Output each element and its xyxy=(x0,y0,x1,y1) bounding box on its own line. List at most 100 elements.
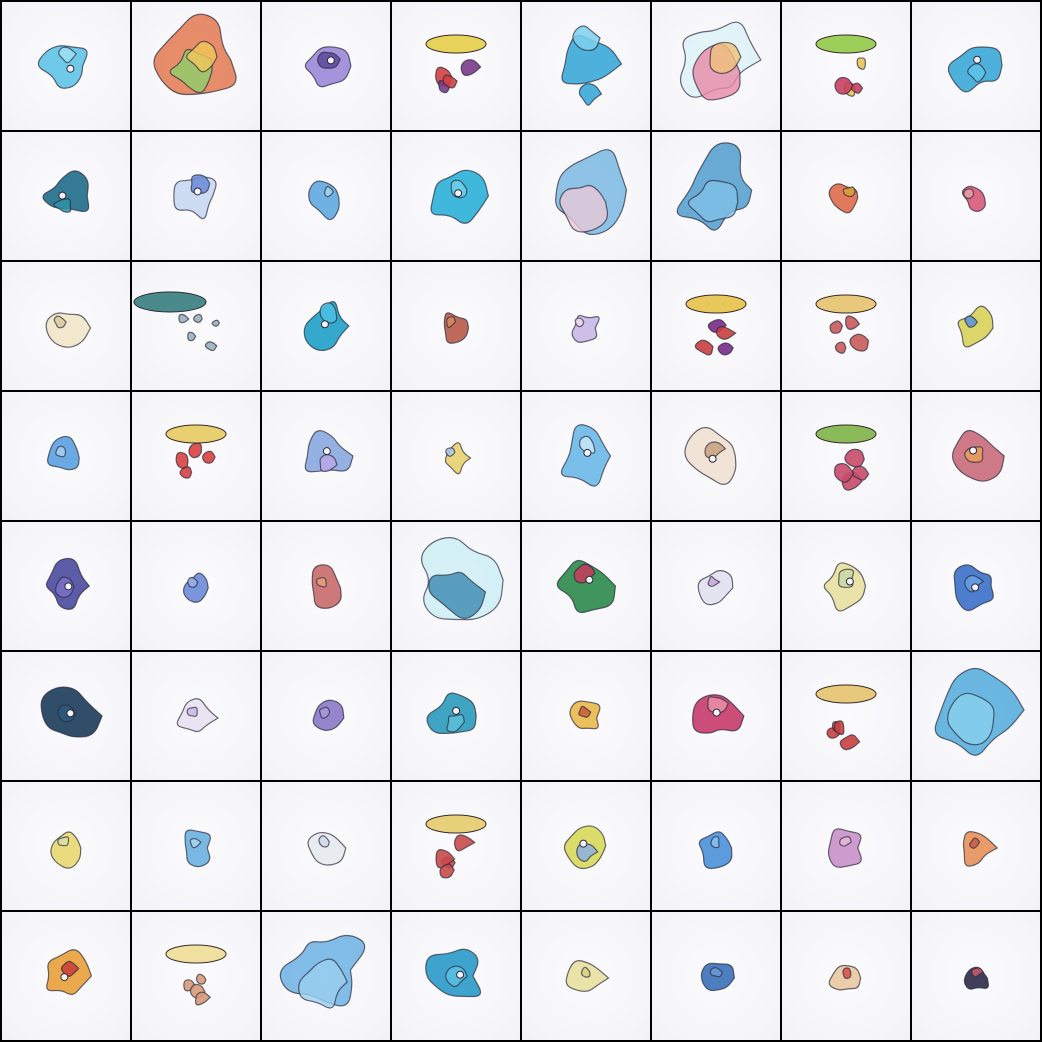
blob-part xyxy=(184,573,209,602)
blob-shape xyxy=(522,262,650,390)
blob-shape xyxy=(132,392,260,520)
blob-part xyxy=(312,565,341,608)
blob-shape xyxy=(522,392,650,520)
blob-part xyxy=(958,306,993,347)
blob-shape xyxy=(522,912,650,1040)
blob-part xyxy=(166,425,226,443)
blob-part xyxy=(65,583,72,590)
blob-shape xyxy=(652,262,780,390)
sample-tile xyxy=(522,392,650,520)
blob-part xyxy=(974,56,981,63)
sample-tile xyxy=(912,912,1040,1040)
blob-part xyxy=(560,185,608,231)
blob-shape xyxy=(652,132,780,260)
blob-shape xyxy=(782,262,910,390)
blob-part xyxy=(461,60,480,76)
sample-tile xyxy=(2,392,130,520)
sample-tile xyxy=(652,392,780,520)
blob-shape xyxy=(782,2,910,130)
blob-shape xyxy=(392,262,520,390)
sample-tile xyxy=(522,262,650,390)
blob-part xyxy=(455,835,475,851)
blob-part xyxy=(67,65,74,72)
blob-part xyxy=(176,453,188,469)
blob-part xyxy=(816,295,876,313)
blob-shape xyxy=(132,912,260,1040)
blob-part xyxy=(453,707,460,714)
sample-tile xyxy=(782,132,910,260)
blob-part xyxy=(580,840,587,847)
sample-tile xyxy=(912,132,1040,260)
blob-shape xyxy=(262,782,390,910)
blob-shape xyxy=(2,652,130,780)
blob-shape xyxy=(2,782,130,910)
blob-part xyxy=(816,685,876,703)
sample-tile xyxy=(262,132,390,260)
blob-part xyxy=(843,968,851,978)
blob-part xyxy=(586,576,593,583)
blob-part xyxy=(970,447,977,454)
blob-shape xyxy=(132,2,260,130)
blob-shape xyxy=(132,262,260,390)
blob-part xyxy=(194,314,203,322)
blob-part xyxy=(816,35,876,53)
blob-part xyxy=(972,584,979,591)
blob-part xyxy=(850,334,869,351)
blob-shape xyxy=(652,912,780,1040)
sample-tile xyxy=(2,262,130,390)
blob-shape xyxy=(522,2,650,130)
blob-part xyxy=(843,187,855,197)
sample-tile xyxy=(392,2,520,130)
sample-tile xyxy=(262,392,390,520)
blob-part xyxy=(179,314,189,322)
blob-shape xyxy=(912,392,1040,520)
sample-tile xyxy=(132,522,260,650)
sample-tile xyxy=(132,652,260,780)
blob-part xyxy=(321,321,328,328)
sample-tile xyxy=(522,652,650,780)
blob-part xyxy=(686,295,746,313)
sample-tile xyxy=(782,652,910,780)
blob-part xyxy=(212,320,219,326)
blob-part xyxy=(584,449,591,456)
blob-part xyxy=(327,57,334,64)
sample-tile xyxy=(652,262,780,390)
sample-tile xyxy=(912,522,1040,650)
sample-tile xyxy=(132,782,260,910)
sample-tile xyxy=(912,392,1040,520)
blob-part xyxy=(963,832,997,866)
blob-part xyxy=(857,58,865,69)
blob-part xyxy=(166,945,226,963)
blob-shape xyxy=(912,132,1040,260)
blob-part xyxy=(816,425,876,443)
sample-tile xyxy=(2,2,130,130)
blob-shape xyxy=(912,652,1040,780)
sample-tile xyxy=(132,912,260,1040)
blob-part xyxy=(196,992,211,1005)
blob-part xyxy=(835,77,853,94)
blob-shape xyxy=(522,652,650,780)
blob-part xyxy=(426,35,486,53)
blob-part xyxy=(61,974,68,981)
blob-part xyxy=(845,449,864,467)
blob-part xyxy=(59,192,66,199)
blob-part xyxy=(709,455,716,462)
blob-part xyxy=(455,190,462,197)
blob-part xyxy=(203,451,215,463)
blob-part xyxy=(828,829,861,867)
sample-tile xyxy=(392,522,520,650)
blob-shape xyxy=(262,262,390,390)
blob-shape xyxy=(392,2,520,130)
blob-part xyxy=(835,342,845,353)
blob-part xyxy=(695,340,713,355)
sample-tile xyxy=(2,132,130,260)
blob-shape xyxy=(132,652,260,780)
blob-part xyxy=(711,837,719,848)
sample-tile xyxy=(132,132,260,260)
blob-shape xyxy=(912,2,1040,130)
blob-shape xyxy=(132,132,260,260)
sample-tile xyxy=(522,2,650,130)
blob-shape xyxy=(912,782,1040,910)
sample-tile xyxy=(2,912,130,1040)
blob-part xyxy=(446,448,455,456)
